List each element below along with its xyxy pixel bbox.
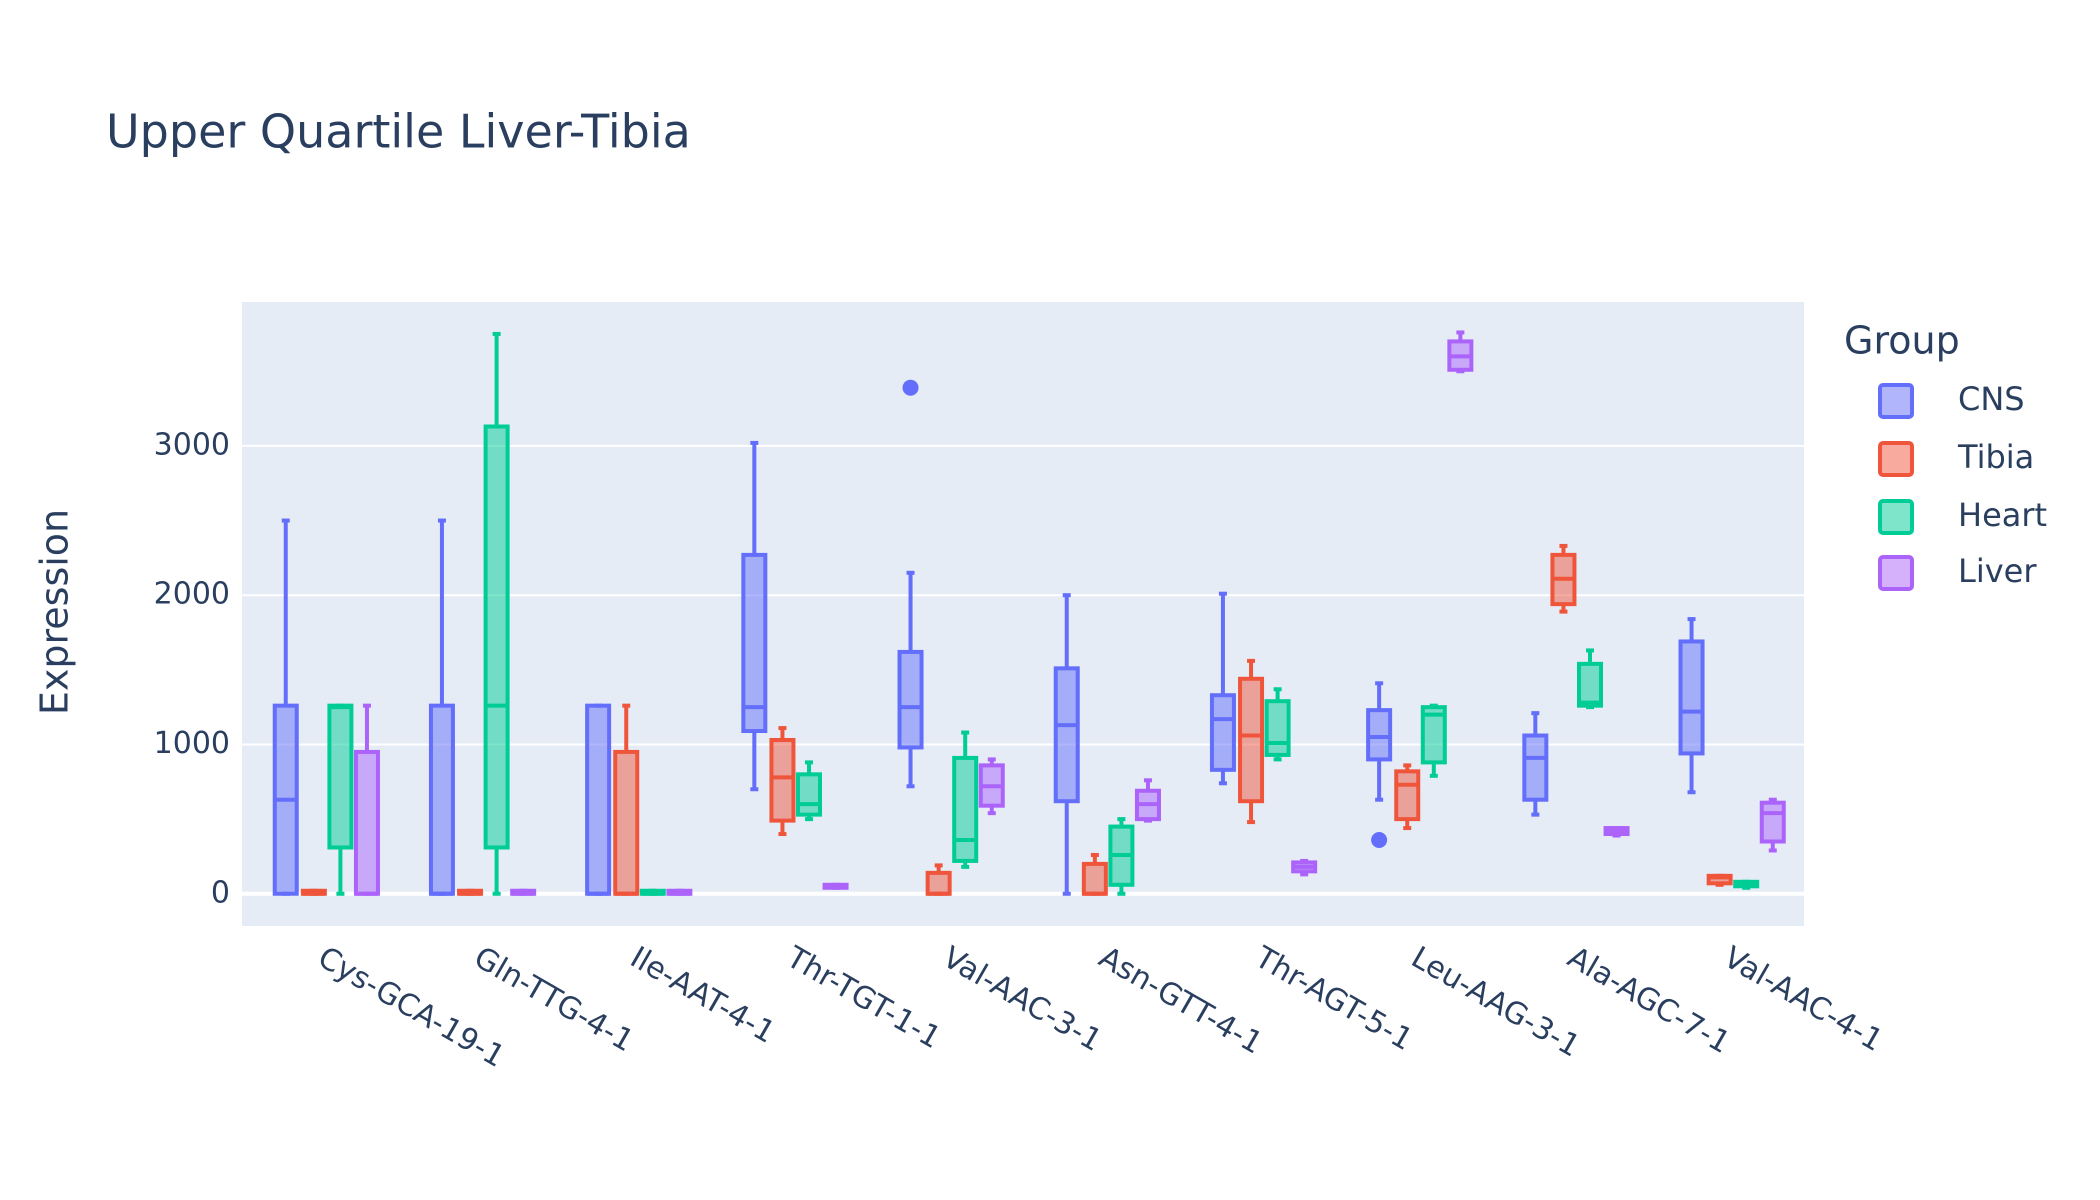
box xyxy=(1366,708,1393,762)
legend-title: Group xyxy=(1844,319,1960,363)
box xyxy=(1394,769,1421,822)
box xyxy=(1209,693,1236,772)
x-tick-label: Val-AAC-4-1 xyxy=(1718,940,1889,1059)
x-tick-label: Thr-TGT-1-1 xyxy=(780,939,947,1056)
box xyxy=(1238,676,1265,804)
box xyxy=(613,749,640,896)
x-tick-label: Ile-AAT-4-1 xyxy=(624,940,781,1051)
box xyxy=(1577,661,1604,708)
box xyxy=(1759,800,1786,844)
x-tick-label: Leu-AAG-3-1 xyxy=(1405,940,1586,1064)
box xyxy=(1522,733,1549,802)
y-axis-title: Expression xyxy=(33,509,77,715)
legend-label: Heart xyxy=(1958,496,2047,534)
box xyxy=(428,703,455,896)
box xyxy=(796,772,823,817)
box xyxy=(353,749,380,896)
x-tick-label: Ala-AGC-7-1 xyxy=(1561,940,1736,1061)
y-tick-label: 3000 xyxy=(154,427,230,462)
box xyxy=(585,703,612,896)
y-tick-label: 2000 xyxy=(154,577,230,612)
box xyxy=(1420,705,1447,765)
box xyxy=(483,424,510,850)
legend-swatch xyxy=(1878,383,1914,419)
legend-swatch xyxy=(1878,555,1914,591)
box xyxy=(1678,639,1705,756)
box xyxy=(769,737,796,823)
outlier xyxy=(1371,832,1388,849)
box xyxy=(1081,861,1108,896)
legend-label: Tibia xyxy=(1957,438,2034,476)
x-tick-label: Asn-GTT-4-1 xyxy=(1093,940,1269,1062)
outlier xyxy=(902,379,919,396)
box xyxy=(1053,666,1080,804)
box xyxy=(327,703,354,850)
legend-label: Liver xyxy=(1958,552,2037,590)
y-tick-label: 0 xyxy=(211,875,230,910)
box xyxy=(952,755,979,863)
box xyxy=(897,649,924,750)
plot-background xyxy=(242,302,1804,926)
chart-title: Upper Quartile Liver-Tibia xyxy=(106,105,691,159)
legend-swatch xyxy=(1878,499,1914,535)
box xyxy=(1264,699,1291,757)
box xyxy=(925,870,952,896)
box xyxy=(741,552,768,734)
legend-swatch xyxy=(1878,441,1914,477)
x-tick-label: Val-AAC-3-1 xyxy=(937,940,1108,1059)
y-tick-label: 1000 xyxy=(154,726,230,761)
legend-label: CNS xyxy=(1958,380,2025,418)
x-tick-label: Thr-AGT-5-1 xyxy=(1248,939,1418,1058)
